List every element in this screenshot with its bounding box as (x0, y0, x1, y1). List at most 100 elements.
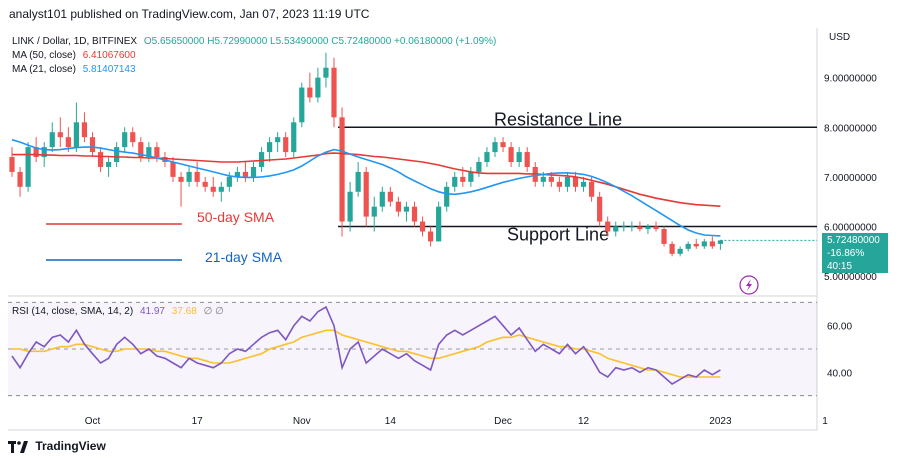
candle-body (114, 147, 120, 162)
rsi-label: RSI (14, close, SMA, 14, 2) (12, 306, 134, 317)
ma50-label: MA (50, close) (12, 50, 76, 61)
candle-body (589, 181, 595, 197)
candle-body (540, 176, 546, 182)
candle-body (411, 206, 418, 222)
tradingview-footer[interactable]: TradingView (8, 439, 106, 453)
time-tick-label: 2023 (709, 416, 732, 427)
candle-body (355, 171, 361, 192)
candle-body (17, 171, 23, 187)
candle-body (492, 142, 498, 153)
lightning-icon (746, 279, 752, 291)
bar-countdown: 40:15 (827, 261, 853, 272)
candle-body (613, 226, 619, 232)
time-tick-label: Nov (293, 416, 311, 427)
candle-body (419, 221, 426, 232)
ma50-line (12, 152, 721, 207)
symbol-label: LINK / Dollar, 1D, BITFINEX (12, 36, 138, 47)
candle-body (57, 132, 63, 138)
candle-body (315, 77, 321, 98)
candle-body (693, 243, 699, 247)
candle-body (146, 147, 152, 158)
time-tick-label: 12 (578, 416, 590, 427)
candle-body (122, 132, 128, 148)
candle-body (524, 152, 530, 167)
sma50-annotation: 50-day SMA (197, 209, 275, 225)
publish-text: analyst101 published on TradingView.com,… (9, 7, 370, 21)
candle-body (218, 186, 224, 192)
candle-body (508, 147, 514, 162)
candle-body (669, 243, 675, 254)
candle-body (476, 162, 482, 172)
candle-body (73, 122, 79, 148)
tradingview-logo-icon (8, 440, 28, 453)
time-tick-label: 17 (192, 416, 204, 427)
rsi-value: 41.97 (139, 306, 165, 317)
price-tick-label: 9.00000000 (824, 74, 877, 85)
price-tick-label: 6.00000000 (824, 223, 877, 234)
candle-body (701, 241, 707, 247)
candle-body (323, 67, 329, 78)
rsi-line (11, 305, 721, 385)
ma21-value: 5.81407143 (82, 64, 136, 75)
candle-body (81, 122, 88, 138)
candle-body (717, 240, 723, 244)
support-label: Support Line (507, 225, 609, 245)
candle-body (572, 176, 579, 187)
candle-body (283, 137, 289, 153)
publish-header: analyst101 published on TradingView.com,… (0, 0, 900, 28)
candle-body (556, 181, 562, 187)
ma50-value: 6.41067600 (82, 50, 136, 61)
last-price-tag: 5.72480000 -16.86% 40:15 (822, 233, 888, 273)
candle-body (379, 191, 385, 207)
currency-label: USD (829, 32, 850, 43)
resistance-label: Resistance Line (494, 109, 622, 129)
candle-body (516, 152, 522, 162)
candle-body (395, 201, 401, 212)
candle-body (41, 147, 47, 158)
candle-body (130, 132, 136, 143)
candle-body (226, 176, 232, 187)
candle-body (484, 152, 490, 162)
ma21-label: MA (21, close) (12, 64, 76, 75)
candle-body (242, 171, 249, 177)
candle-body (436, 206, 442, 242)
candle-body (677, 248, 683, 254)
candle-body (339, 117, 345, 222)
candle-body (460, 176, 466, 182)
ohlc-values: O5.65650000 H5.72990000 L5.53490000 C5.7… (143, 36, 497, 47)
candle-body (291, 122, 297, 153)
ma21-line (11, 138, 721, 237)
candle-body (500, 142, 506, 148)
candle-body (49, 132, 55, 148)
candle-body (97, 152, 104, 167)
candle-body (89, 137, 96, 153)
candle-body (299, 87, 305, 123)
rsi-hidden-icons[interactable]: ∅ ∅ (203, 306, 224, 317)
candle-body (106, 162, 112, 167)
symbol-row: LINK / Dollar, 1D, BITFINEX O5.65650000 … (12, 35, 496, 49)
candle-body (685, 243, 691, 249)
ma50-row: MA (50, close) 6.41067600 (12, 49, 496, 63)
rsi-sma-value: 37.68 (171, 306, 197, 317)
candle-body (138, 142, 144, 158)
candle-body (202, 181, 208, 187)
candle-body (331, 67, 337, 118)
candle-body (637, 226, 643, 229)
candle-body (25, 147, 31, 187)
candle-body (428, 231, 434, 242)
candle-body (347, 191, 353, 222)
candle-body (178, 176, 184, 182)
candle-body (186, 171, 192, 182)
candle-body (621, 226, 627, 228)
candle-body (661, 229, 667, 244)
time-tick-label: Oct (85, 416, 101, 427)
price-tick-label: 5.00000000 (824, 272, 877, 283)
candle-body (307, 87, 313, 98)
sma21-annotation: 21-day SMA (205, 249, 283, 265)
candle-body (645, 226, 651, 229)
news-badge-icon (739, 275, 759, 295)
candle-body (33, 147, 39, 158)
price-tick-label: 7.00000000 (824, 173, 877, 184)
candle-body (564, 176, 571, 187)
